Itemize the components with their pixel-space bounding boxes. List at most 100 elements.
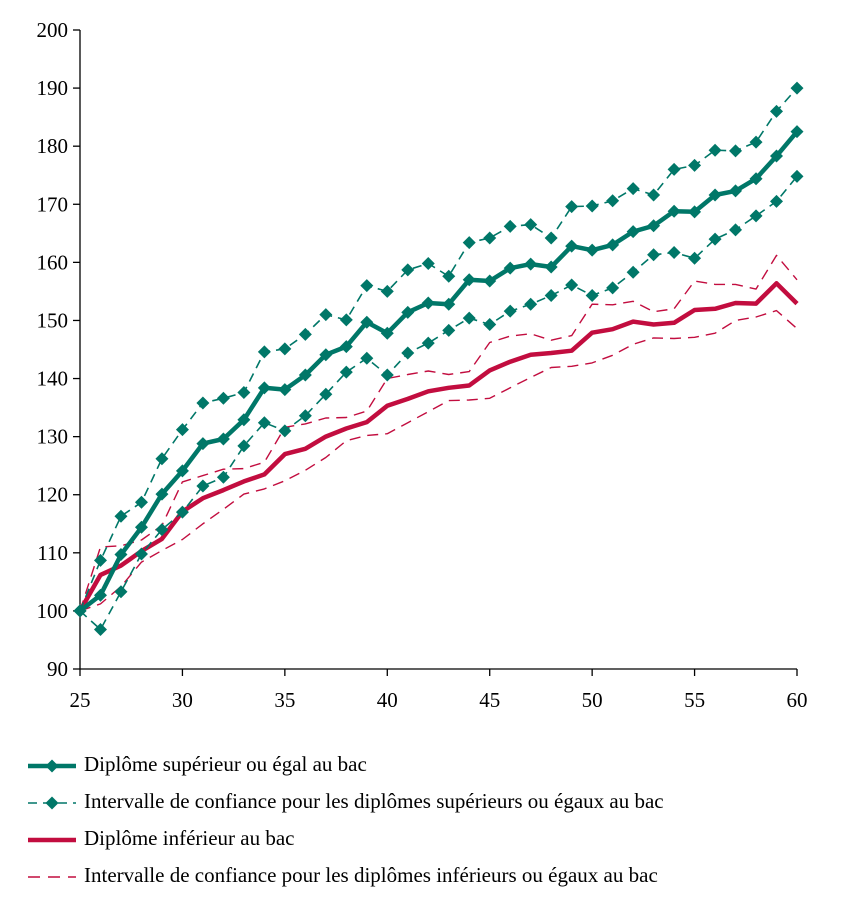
data-point	[319, 348, 333, 362]
axes: 90 100 110 120 130 140 150 160 170 180 190 200 25 30 3…	[37, 18, 808, 712]
data-point	[688, 251, 702, 265]
legend-swatch-ci-below-bac	[28, 876, 76, 878]
data-point	[688, 205, 702, 219]
data-point	[93, 553, 107, 567]
y-tick-label: 200	[37, 18, 69, 42]
y-tick-label: 110	[37, 541, 68, 565]
data-point	[524, 297, 538, 311]
data-point	[237, 439, 251, 453]
data-point	[421, 336, 435, 350]
legend-item-ci-below-bac: Intervalle de confiance pour les diplôme…	[26, 859, 856, 893]
data-point	[483, 318, 497, 332]
x-tick-label: 45	[479, 688, 500, 712]
y-tick-label: 90	[47, 657, 68, 681]
data-point	[319, 308, 333, 322]
data-point	[770, 194, 784, 208]
y-tick-label: 160	[37, 250, 69, 274]
legend-swatch-marker	[45, 796, 59, 810]
data-point	[93, 622, 107, 636]
data-point	[134, 520, 148, 534]
legend-label-ci-bac-plus: Intervalle de confiance pour les diplôme…	[84, 789, 664, 813]
x-tick-label: 30	[172, 688, 193, 712]
series-layer	[73, 81, 804, 636]
series-5	[79, 309, 798, 612]
data-point	[339, 313, 353, 327]
data-point	[606, 194, 620, 208]
data-point	[524, 218, 538, 232]
data-point	[524, 257, 538, 271]
data-point	[237, 413, 251, 427]
data-point	[319, 387, 333, 401]
data-point	[380, 368, 394, 382]
data-point	[278, 424, 292, 438]
data-point	[257, 416, 271, 430]
data-point	[298, 327, 312, 341]
data-point	[360, 315, 374, 329]
data-point	[503, 304, 517, 318]
legend-item-below-bac: Diplôme inférieur au bac	[26, 822, 856, 856]
y-tick-label: 170	[37, 192, 69, 216]
legend-label-bac-plus: Diplôme supérieur ou égal au bac	[84, 752, 367, 776]
legend-label-ci-below-bac: Intervalle de confiance pour les diplôme…	[84, 863, 658, 887]
y-tick-label: 100	[37, 599, 69, 623]
y-tick-label: 120	[37, 483, 69, 507]
data-point	[462, 236, 476, 250]
legend-swatch-bac-plus	[28, 759, 76, 773]
data-point	[688, 158, 702, 172]
data-point	[708, 143, 722, 157]
data-point	[626, 182, 640, 196]
legend-swatch-below-bac	[28, 837, 76, 843]
data-point	[483, 274, 497, 288]
data-point	[175, 423, 189, 437]
data-point	[565, 200, 579, 214]
data-point	[708, 188, 722, 202]
data-point	[278, 342, 292, 356]
legend-item-ci-bac-plus: Intervalle de confiance pour les diplôme…	[26, 785, 856, 819]
data-point	[606, 238, 620, 252]
data-point	[544, 260, 558, 274]
data-point	[544, 288, 558, 302]
data-point	[298, 368, 312, 382]
data-point	[606, 281, 620, 295]
y-tick-label: 140	[37, 367, 69, 391]
data-point	[134, 547, 148, 561]
data-point	[585, 243, 599, 257]
data-point	[155, 523, 169, 537]
data-point	[93, 588, 107, 602]
data-point	[421, 257, 435, 271]
y-tick-label: 190	[37, 76, 69, 100]
x-tick-label: 60	[787, 688, 808, 712]
legend-label-below-bac: Diplôme inférieur au bac	[84, 826, 295, 850]
data-point	[401, 305, 415, 319]
data-point	[647, 248, 661, 262]
data-point	[257, 381, 271, 395]
data-point	[175, 464, 189, 478]
data-point	[339, 365, 353, 379]
data-point	[196, 437, 210, 451]
data-point	[401, 263, 415, 277]
legend-swatch-ci-bac-plus	[28, 796, 76, 810]
data-point	[462, 273, 476, 287]
data-point	[237, 385, 251, 399]
data-point	[749, 209, 763, 223]
series-3	[78, 281, 799, 613]
data-point	[257, 345, 271, 359]
data-point	[196, 396, 210, 410]
data-point	[503, 219, 517, 233]
data-point	[360, 351, 374, 365]
series-4	[79, 254, 798, 612]
data-point	[647, 219, 661, 233]
legend-item-bac-plus: Diplôme supérieur ou égal au bac	[26, 748, 856, 782]
data-point	[114, 509, 128, 523]
series-2	[73, 169, 804, 636]
data-point	[503, 261, 517, 275]
data-point	[278, 383, 292, 397]
data-point	[585, 199, 599, 213]
data-point	[216, 391, 230, 405]
y-tick-label: 150	[37, 308, 69, 332]
series-line-0	[78, 130, 799, 613]
data-point	[442, 297, 456, 311]
data-point	[483, 231, 497, 245]
data-point	[790, 81, 804, 95]
data-point	[770, 149, 784, 163]
